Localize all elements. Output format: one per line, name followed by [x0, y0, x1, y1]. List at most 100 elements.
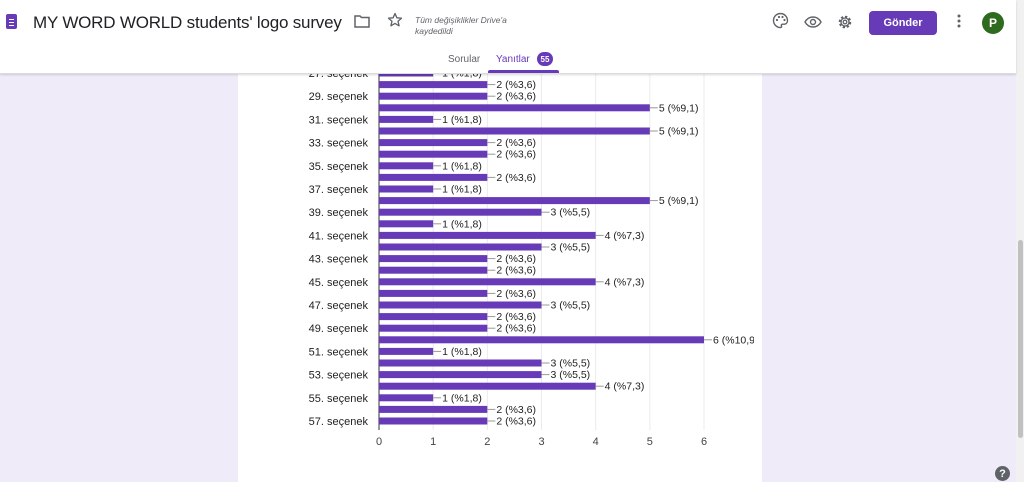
data-label: 4 (%7,3): [605, 230, 645, 242]
bar: [379, 313, 488, 321]
avatar[interactable]: P: [982, 12, 1004, 34]
bar: [379, 336, 704, 344]
star-icon[interactable]: [387, 12, 403, 32]
data-label: 1 (%1,8): [442, 218, 482, 230]
data-label: 4 (%7,3): [605, 276, 645, 288]
bar: [379, 220, 434, 228]
data-label: 3 (%5,5): [551, 207, 591, 219]
data-label: 2 (%3,6): [496, 311, 536, 323]
bar: [379, 301, 542, 309]
data-label: 3 (%5,5): [551, 369, 591, 381]
data-label: 2 (%3,6): [496, 79, 536, 91]
data-label: 1 (%1,8): [442, 114, 482, 126]
bar: [379, 243, 542, 251]
data-label: 1 (%1,8): [442, 392, 482, 404]
category-label: 51. seçenek: [309, 346, 369, 358]
data-label: 1 (%1,8): [442, 346, 482, 358]
top-bar: MY WORD WORLD students' logo survey Tüm …: [0, 0, 1016, 74]
category-label: 47. seçenek: [309, 300, 369, 312]
bar: [379, 92, 488, 100]
x-tick-label: 3: [538, 436, 544, 448]
data-label: 2 (%3,6): [496, 288, 536, 300]
chart-clip: [754, 0, 762, 482]
bar: [379, 394, 434, 402]
bar: [379, 104, 650, 112]
bar: [379, 289, 488, 297]
category-label: 57. seçenek: [309, 416, 369, 428]
category-label: 31. seçenek: [309, 114, 369, 126]
scrollbar-thumb[interactable]: [1018, 240, 1023, 438]
bar: [379, 173, 488, 181]
category-label: 55. seçenek: [309, 393, 369, 405]
bar: [379, 127, 650, 135]
bar: [379, 405, 488, 413]
data-label: 1 (%1,8): [442, 160, 482, 172]
bar: [379, 382, 596, 390]
data-label: 3 (%5,5): [551, 300, 591, 312]
data-label: 2 (%3,6): [496, 416, 536, 428]
bar: [379, 197, 650, 205]
category-label: 35. seçenek: [309, 161, 369, 173]
forms-logo-icon[interactable]: [6, 14, 17, 29]
eye-icon[interactable]: [804, 14, 822, 32]
bar: [379, 208, 542, 216]
data-label: 2 (%3,6): [496, 91, 536, 103]
save-status: Tüm değişiklikler Drive'a kaydedildi: [415, 15, 507, 36]
bar: [379, 115, 434, 123]
data-label: 2 (%3,6): [496, 323, 536, 335]
x-tick-label: 5: [647, 436, 653, 448]
folder-icon[interactable]: [354, 14, 370, 32]
bar: [379, 347, 434, 355]
data-label: 2 (%3,6): [496, 253, 536, 265]
bar: [379, 139, 488, 147]
category-label: 41. seçenek: [309, 230, 369, 242]
bar: [379, 266, 488, 274]
bar: [379, 359, 542, 367]
category-label: 33. seçenek: [309, 138, 369, 150]
data-label: 2 (%3,6): [496, 172, 536, 184]
data-label: 3 (%5,5): [551, 242, 591, 254]
data-label: 4 (%7,3): [605, 381, 645, 393]
tab-responses[interactable]: Yanıtlar: [496, 54, 530, 65]
gear-icon[interactable]: [837, 14, 853, 34]
data-label: 2 (%3,6): [496, 137, 536, 149]
response-count-badge: 55: [537, 52, 553, 66]
send-button[interactable]: Gönder: [869, 11, 937, 35]
form-title[interactable]: MY WORD WORLD students' logo survey: [33, 13, 342, 32]
data-label: 2 (%3,6): [496, 149, 536, 161]
category-label: 49. seçenek: [309, 323, 369, 335]
bar: [379, 278, 596, 286]
bar: [379, 371, 542, 379]
bar: [379, 185, 434, 193]
bar: [379, 81, 488, 89]
tab-questions[interactable]: Sorular: [448, 54, 481, 65]
data-label: 1 (%1,8): [442, 184, 482, 196]
data-label: 5 (%9,1): [659, 126, 699, 138]
data-label: 2 (%3,6): [496, 404, 536, 416]
data-label: 5 (%9,1): [659, 195, 699, 207]
bar: [379, 417, 488, 425]
category-label: 37. seçenek: [309, 184, 369, 196]
data-label: 5 (%9,1): [659, 102, 699, 114]
x-tick-label: 1: [430, 436, 436, 448]
bar: [379, 231, 596, 239]
bar: [379, 162, 434, 170]
x-tick-label: 2: [484, 436, 490, 448]
data-label: 6 (%10,9): [713, 334, 759, 346]
data-label: 3 (%5,5): [551, 358, 591, 370]
x-tick-label: 0: [376, 436, 382, 448]
more-vert-icon[interactable]: [957, 14, 961, 32]
bar: [379, 255, 488, 263]
category-label: 53. seçenek: [309, 370, 369, 382]
x-tick-label: 6: [701, 436, 707, 448]
category-label: 45. seçenek: [309, 277, 369, 289]
bar: [379, 150, 488, 158]
category-label: 29. seçenek: [309, 91, 369, 103]
category-label: 39. seçenek: [309, 207, 369, 219]
category-label: 43. seçenek: [309, 254, 369, 266]
data-label: 2 (%3,6): [496, 265, 536, 277]
bar: [379, 324, 488, 332]
help-icon[interactable]: ?: [995, 466, 1010, 481]
active-tab-indicator: [488, 70, 559, 73]
palette-icon[interactable]: [772, 12, 789, 33]
